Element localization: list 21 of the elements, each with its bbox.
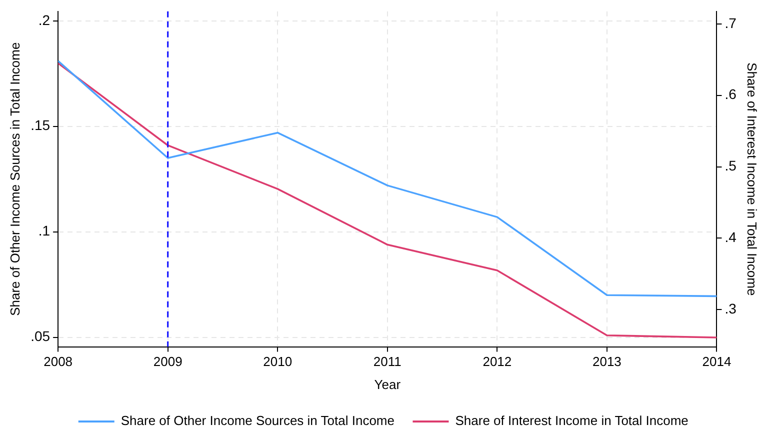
x-tick-label: 2009: [153, 354, 182, 370]
x-tick-label: 2010: [263, 354, 292, 370]
y2-tick-label: .7: [724, 14, 737, 31]
y-tick-label: .05: [30, 328, 50, 344]
y2-tick-label: .4: [724, 229, 737, 246]
y2-axis-title: Share of Interest Income in Total Income: [744, 62, 760, 296]
y-tick-label: .1: [38, 222, 50, 239]
x-tick-label: 2008: [44, 354, 73, 370]
legend-label: Share of Other Income Sources in Total Income: [120, 413, 394, 428]
x-tick-label: 2011: [373, 354, 402, 370]
legend-label: Share of Interest Income in Total Income: [455, 413, 688, 428]
y-axis-title: Share of Other Income Sources in Total Income: [7, 42, 22, 316]
y2-tick-label: .6: [724, 86, 737, 102]
y2-tick-label: .5: [724, 158, 737, 174]
x-tick-label: 2012: [482, 354, 512, 370]
y2-tick-label: .3: [724, 300, 737, 317]
x-tick-label: 2013: [592, 354, 622, 370]
x-axis-title: Year: [374, 376, 402, 392]
y-tick-label: .2: [38, 12, 50, 28]
y-tick-label: .15: [30, 117, 50, 134]
x-tick-label: 2014: [702, 354, 732, 370]
